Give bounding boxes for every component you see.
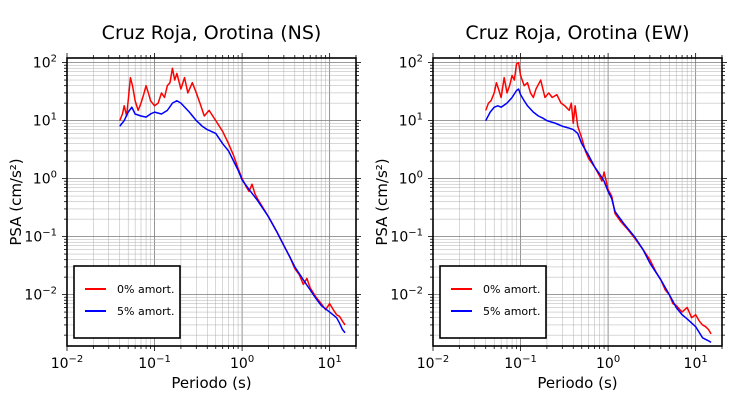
- chart-panel-1: 10−2 10−1 100 101 10−2 10−1 100 101 102 Cruz Roja…: [373, 22, 727, 392]
- legend-label: 5% amort.: [117, 305, 174, 318]
- series-line-1: [119, 99, 346, 334]
- x-tick-label: 101: [684, 354, 708, 372]
- x-tick-label: 100: [230, 354, 254, 372]
- y-axis-label: PSA (cm/s²): [373, 158, 391, 245]
- y-tick-label: 102: [399, 54, 423, 72]
- x-tick-label: 10−1: [138, 354, 171, 372]
- legend-label: 5% amort.: [483, 305, 540, 318]
- x-tick-label: 10−1: [504, 354, 537, 372]
- x-tick-label: 100: [596, 354, 620, 372]
- y-tick-label: 100: [399, 170, 423, 188]
- x-axis-label: Periodo (s): [537, 374, 617, 392]
- y-tick-label: 101: [399, 112, 423, 130]
- legend: 0% amort. 5% amort.: [439, 265, 547, 339]
- y-tick-label: 100: [33, 170, 57, 188]
- series-line-1: [485, 88, 712, 344]
- y-tick-label: 10−1: [390, 228, 423, 246]
- y-axis-label: PSA (cm/s²): [7, 158, 25, 245]
- y-tick-label: 10−1: [24, 228, 57, 246]
- y-tick-label: 10−2: [390, 286, 423, 304]
- chart-title: Cruz Roja, Orotina (NS): [102, 22, 322, 44]
- grid: [432, 58, 723, 346]
- x-tick-label: 10−2: [417, 354, 450, 372]
- y-tick-label: 10−2: [24, 286, 57, 304]
- grid: [66, 58, 357, 346]
- series-line-0: [119, 67, 346, 326]
- x-tick-label: 10−2: [51, 354, 84, 372]
- x-tick-label: 101: [318, 354, 342, 372]
- x-axis-label: Periodo (s): [171, 374, 251, 392]
- legend-label: 0% amort.: [117, 283, 174, 296]
- y-tick-label: 102: [33, 54, 57, 72]
- legend-box: [439, 265, 547, 339]
- y-tick-label: 101: [33, 112, 57, 130]
- legend-box: [73, 265, 181, 339]
- legend: 0% amort. 5% amort.: [73, 265, 181, 339]
- series-line-0: [485, 61, 712, 335]
- legend-label: 0% amort.: [483, 283, 540, 296]
- chart-title: Cruz Roja, Orotina (EW): [465, 22, 689, 44]
- chart-panel-0: 10−2 10−1 100 101 10−2 10−1 100 101 102 Cruz Roja…: [7, 22, 361, 392]
